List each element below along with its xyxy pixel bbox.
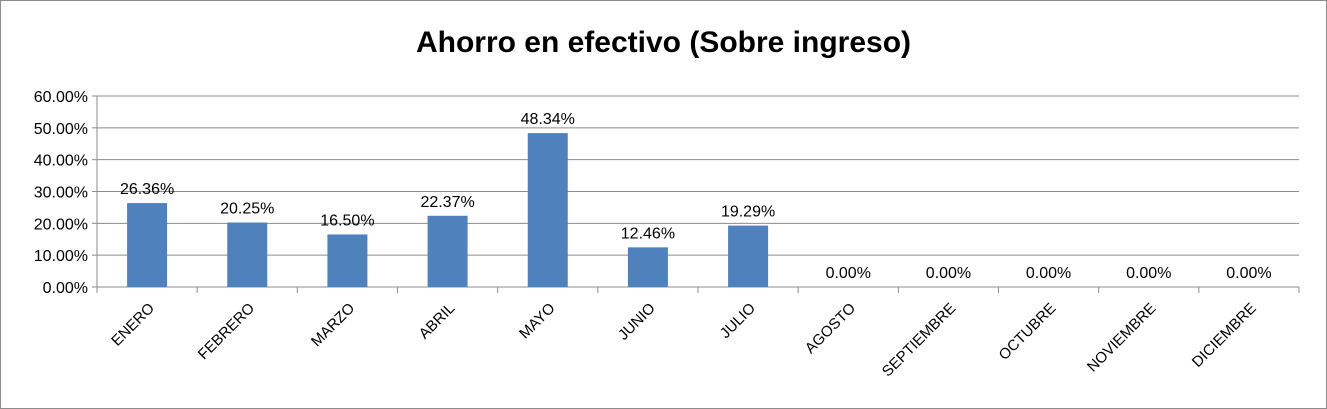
data-labels: 26.36% 20.25% 16.50% 22.37% 48.34% 12.46% 19.2… (120, 111, 1272, 282)
y-tick-label: 50.00% (34, 121, 88, 138)
gridlines (97, 95, 1299, 256)
chart-title: Ahorro en efectivo (Sobre ingreso) (415, 26, 912, 59)
bar (728, 225, 769, 287)
y-tick-labels: 0.00% 10.00% 20.00% 30.00% 40.00% 50.00% 60.00… (34, 89, 88, 297)
data-label: 19.29% (721, 204, 775, 221)
data-label: 0.00% (926, 265, 971, 282)
category-label: ENERO (108, 300, 158, 350)
data-label: 22.37% (420, 194, 474, 211)
data-label: 0.00% (826, 265, 871, 282)
bar (527, 133, 568, 287)
data-label: 16.50% (320, 212, 374, 229)
y-tick-label: 10.00% (34, 248, 88, 265)
y-tick-label: 60.00% (34, 89, 88, 106)
axes (92, 95, 1300, 293)
category-label: AGOSTO (802, 300, 859, 357)
data-label: 12.46% (621, 225, 675, 242)
y-tick-label: 20.00% (34, 216, 88, 233)
y-tick-label: 40.00% (34, 153, 88, 170)
data-label: 0.00% (1226, 265, 1271, 282)
bar (227, 222, 268, 287)
category-labels: ENERO FEBRERO MARZO ABRIL MAYO JUNIO JULIO AGOS… (108, 300, 1260, 380)
data-label: 20.25% (220, 201, 274, 218)
bars (127, 133, 769, 287)
y-tick-label: 30.00% (34, 185, 88, 202)
category-label: MARZO (308, 300, 358, 350)
data-label: 48.34% (521, 111, 575, 128)
category-label: FEBRERO (195, 300, 258, 363)
bar (327, 234, 368, 287)
category-label: NOVIEMBRE (1084, 300, 1160, 376)
category-label: OCTUBRE (996, 300, 1060, 364)
data-label: 0.00% (1026, 265, 1071, 282)
category-label: JULIO (717, 300, 759, 342)
bar (127, 203, 168, 287)
bar (627, 247, 668, 287)
category-label: JUNIO (615, 300, 659, 344)
bar (427, 215, 468, 287)
category-label: SEPTIEMBRE (879, 300, 959, 380)
category-label: MAYO (516, 300, 558, 342)
category-label: ABRIL (416, 300, 459, 343)
data-label: 26.36% (120, 181, 174, 198)
category-label: DICIEMBRE (1189, 300, 1260, 371)
data-label: 0.00% (1126, 265, 1171, 282)
y-tick-label: 0.00% (43, 280, 88, 297)
